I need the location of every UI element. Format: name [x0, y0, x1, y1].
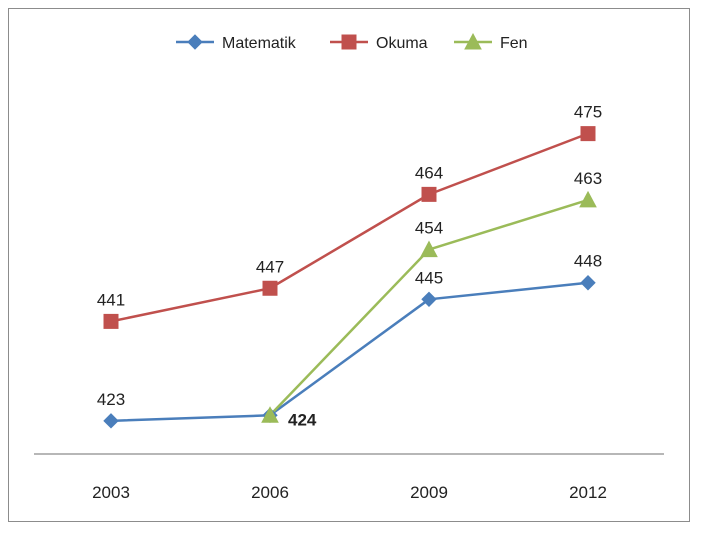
data-label-fen-2012: 463 [574, 169, 602, 188]
x-tick-label-2006: 2006 [251, 483, 289, 502]
data-point-fen-2006 [261, 406, 279, 423]
series-line-matematik [110, 281, 589, 423]
data-label-matematik-2012: 448 [574, 252, 602, 271]
data-label-okuma-2003: 441 [97, 290, 125, 309]
data-point-matematik-2009 [421, 291, 437, 308]
legend-label-fen: Fen [500, 35, 528, 52]
data-point-okuma-2003 [103, 313, 119, 329]
legend-marker-okuma [341, 34, 357, 50]
legend-label-okuma: Okuma [376, 35, 428, 52]
data-point-matematik-2003 [103, 413, 119, 429]
series-markers [103, 126, 597, 429]
data-label-fen-2009: 454 [415, 219, 443, 238]
data-point-okuma-2009 [421, 186, 437, 202]
data-labels: 423 424 445 448 441 447 464 475 454 463 [97, 103, 602, 430]
series-line-okuma [110, 132, 589, 323]
data-label-matematik-2006: 424 [288, 410, 317, 429]
legend-item-okuma: Okuma [330, 34, 428, 52]
data-point-matematik-2012 [580, 275, 596, 291]
x-tick-label-2003: 2003 [92, 483, 130, 502]
legend-item-matematik: Matematik [176, 34, 297, 52]
legend-label-matematik: Matematik [222, 35, 297, 52]
x-axis-ticks: 2003 2006 2009 2012 [92, 483, 607, 502]
data-label-matematik-2003: 423 [97, 390, 125, 409]
legend-marker-matematik [187, 34, 203, 50]
chart-frame [8, 8, 690, 522]
x-tick-label-2009: 2009 [410, 483, 448, 502]
series-lines [110, 132, 589, 423]
data-label-okuma-2009: 464 [415, 163, 443, 182]
data-point-fen-2012 [579, 190, 597, 208]
data-label-okuma-2006: 447 [256, 257, 284, 276]
legend-marker-fen [464, 32, 482, 50]
data-point-fen-2009 [420, 240, 438, 258]
data-label-matematik-2009: 445 [415, 268, 443, 287]
data-point-okuma-2012 [580, 126, 596, 142]
data-point-okuma-2006 [262, 280, 278, 296]
legend-item-fen: Fen [454, 32, 528, 52]
x-tick-label-2012: 2012 [569, 483, 607, 502]
chart-legend: Matematik Okuma Fen [176, 32, 528, 52]
data-label-okuma-2012: 475 [574, 103, 602, 122]
